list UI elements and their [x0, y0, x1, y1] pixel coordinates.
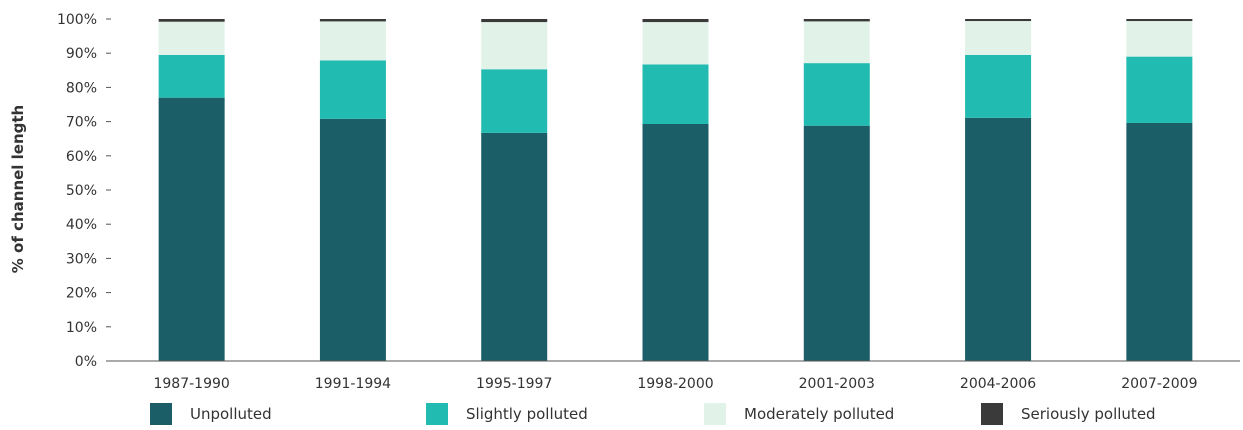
bar-segment-moderately-polluted — [642, 22, 709, 65]
legend-swatch-slightly-polluted — [426, 403, 448, 425]
bar-segment-seriously-polluted — [642, 19, 709, 23]
stacked-bar-chart: 0% 10% 20% 30% 40% 50% 60% 70% 80% 90% 100% 1987-1… — [9, 12, 1240, 392]
legend-swatch-unpolluted — [150, 403, 172, 425]
bar-segment-unpolluted — [319, 118, 386, 361]
bar-segment-moderately-polluted — [481, 22, 548, 70]
bar-segment-moderately-polluted — [1126, 21, 1193, 57]
y-axis: 0% 10% 20% 30% 40% 50% 60% 70% 80% 90% 100% — [57, 12, 111, 370]
bar-segment-slightly-polluted — [319, 60, 386, 119]
x-tick-label: 1998-2000 — [637, 376, 713, 392]
legend-label-slightly-polluted: Slightly polluted — [466, 405, 588, 423]
y-tick-label: 40% — [66, 217, 97, 233]
x-axis: 1987-1990 1991-1994 1995-1997 1998-2000 2001… — [153, 376, 1197, 392]
bar-segment-moderately-polluted — [158, 21, 225, 55]
bar-segment-seriously-polluted — [319, 19, 386, 22]
bar-segment-seriously-polluted — [1126, 19, 1193, 22]
y-tick-label: 0% — [75, 354, 97, 370]
legend-item-moderately-polluted: Moderately polluted — [704, 402, 894, 426]
bar-segment-slightly-polluted — [158, 54, 225, 98]
legend-item-slightly-polluted: Slightly polluted — [426, 402, 588, 426]
bar-segment-seriously-polluted — [965, 19, 1032, 22]
bar-segment-seriously-polluted — [158, 19, 225, 22]
legend-item-seriously-polluted: Seriously polluted — [981, 402, 1156, 426]
bar-segment-slightly-polluted — [642, 64, 709, 124]
y-tick-label: 100% — [57, 12, 97, 28]
legend-label-unpolluted: Unpolluted — [190, 405, 272, 423]
x-tick-label: 2001-2003 — [799, 376, 875, 392]
bar-segment-seriously-polluted — [481, 19, 548, 23]
bar-segment-unpolluted — [803, 125, 870, 361]
bar-segment-seriously-polluted — [803, 19, 870, 22]
bar-segment-moderately-polluted — [965, 21, 1032, 55]
y-tick-label: 70% — [66, 115, 97, 131]
x-tick-label: 2004-2006 — [960, 376, 1036, 392]
y-axis-label: % of channel length — [9, 105, 27, 273]
bar-segment-slightly-polluted — [803, 63, 870, 126]
y-tick-label: 90% — [66, 46, 97, 62]
legend-label-moderately-polluted: Moderately polluted — [744, 405, 895, 423]
bar-segment-slightly-polluted — [1126, 56, 1193, 123]
bar-segment-unpolluted — [1126, 122, 1193, 361]
legend: Unpolluted Slightly polluted Moderately … — [0, 400, 1243, 428]
legend-label-seriously-polluted: Seriously polluted — [1021, 405, 1156, 423]
x-tick-label: 1995-1997 — [476, 376, 552, 392]
bar-segment-unpolluted — [965, 117, 1032, 361]
bar-segment-slightly-polluted — [481, 69, 548, 133]
bar-segment-moderately-polluted — [319, 21, 386, 61]
legend-item-unpolluted: Unpolluted — [150, 402, 272, 426]
bar-segment-unpolluted — [158, 97, 225, 361]
legend-swatch-seriously-polluted — [981, 403, 1003, 425]
bar-segment-slightly-polluted — [965, 54, 1032, 118]
y-tick-label: 30% — [66, 251, 97, 267]
x-tick-label: 2007-2009 — [1121, 376, 1197, 392]
y-tick-label: 10% — [66, 320, 97, 336]
y-tick-label: 20% — [66, 286, 97, 302]
x-tick-label: 1991-1994 — [315, 376, 391, 392]
x-tick-label: 1987-1990 — [153, 376, 229, 392]
bar-segment-unpolluted — [642, 123, 709, 361]
y-tick-label: 60% — [66, 149, 97, 165]
bars-group — [158, 19, 1193, 361]
y-tick-label: 50% — [66, 183, 97, 199]
bar-segment-moderately-polluted — [803, 21, 870, 64]
bar-segment-unpolluted — [481, 132, 548, 361]
y-tick-label: 80% — [66, 80, 97, 96]
legend-swatch-moderately-polluted — [704, 403, 726, 425]
